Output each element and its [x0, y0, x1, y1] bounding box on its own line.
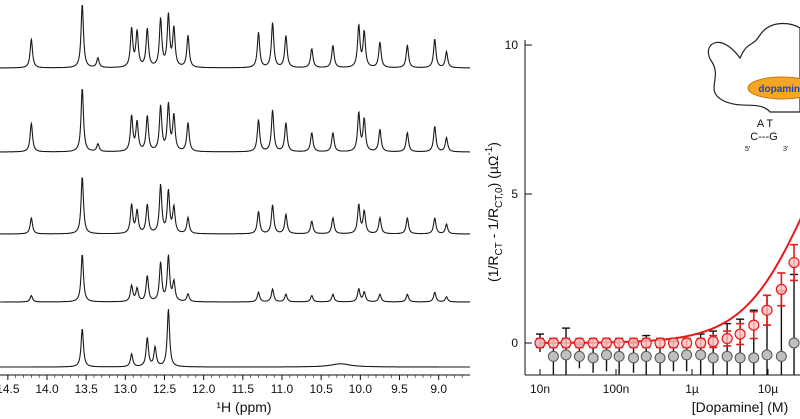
- binding-x-ticks: 10n100n1µ10µ1: [530, 369, 778, 396]
- red-data-point: [600, 337, 613, 349]
- nmr-tick-label: 14.5: [0, 382, 20, 396]
- red-data-point: [613, 337, 625, 349]
- aptamer-outline: [707, 23, 800, 113]
- nmr-tick-label: 11.5: [232, 382, 255, 396]
- red-data-point: [695, 337, 707, 349]
- nmr-tick-label: 10.5: [309, 382, 333, 396]
- red-data-point: [707, 335, 719, 348]
- red-data-point: [534, 337, 546, 349]
- nmr-spectrum-line: [0, 5, 470, 69]
- red-data-point: [721, 332, 733, 345]
- nmr-tick-label: 9.0: [430, 382, 447, 396]
- red-data-point: [640, 337, 652, 349]
- nmr-tick-label: 12.5: [153, 382, 177, 396]
- nmr-panel: 14.5 14.0 13.5 13.0 12.5 12.0 11.5 11.0 10.5 10.0…: [0, 5, 470, 415]
- grey-data-point: [695, 349, 707, 361]
- three-prime-label: 3': [783, 146, 788, 153]
- binding-y-ticks: 0 5 10: [505, 38, 532, 350]
- red-data-point: [667, 337, 680, 349]
- nmr-spectra: [0, 5, 470, 368]
- grey-data-point: [788, 337, 800, 349]
- red-data-point: [573, 337, 586, 349]
- binding-x-label: [Dopamine] (M): [692, 399, 788, 415]
- binding-x-tick-label: 1µ: [685, 382, 699, 396]
- red-data-point: [761, 304, 773, 316]
- base-pair-top: A T: [757, 118, 774, 130]
- nmr-x-label: ¹H (ppm): [216, 399, 271, 415]
- grey-data-point: [560, 349, 572, 361]
- grey-data-point: [640, 350, 652, 362]
- red-data-point: [748, 319, 760, 331]
- nmr-tick-label: 14.0: [35, 382, 59, 396]
- nmr-tick-label: 13.0: [114, 382, 138, 396]
- aptamer-schematic: dopamine A T C---G 5' 3': [707, 23, 800, 153]
- grey-data-point: [601, 349, 613, 361]
- grey-data-point: [681, 349, 693, 361]
- grey-data-point: [734, 352, 746, 364]
- binding-y-label: (1/RCT - 1/RCT,0) (µΩ-1): [484, 142, 505, 282]
- binding-y-tick-label: 0: [511, 336, 518, 350]
- nmr-spectrum-line: [0, 254, 470, 303]
- red-data-point: [560, 337, 572, 349]
- red-data-point: [627, 337, 640, 349]
- grey-data-point: [761, 349, 773, 361]
- nmr-ticks: 14.5 14.0 13.5 13.0 12.5 12.0 11.5 11.0 10.5 10.0…: [0, 375, 463, 396]
- grey-data-point: [573, 350, 585, 362]
- binding-x-tick-label: 10µ: [758, 382, 778, 396]
- base-pair-bottom: C---G: [750, 131, 778, 143]
- red-data-point: [654, 337, 666, 349]
- red-data-point: [547, 337, 559, 349]
- nmr-spectrum-line: [0, 177, 470, 235]
- red-data-point: [587, 337, 599, 349]
- nmr-tick-label: 9.5: [391, 382, 408, 396]
- nmr-tick-label: 13.5: [74, 382, 98, 396]
- grey-data-point: [667, 350, 679, 362]
- grey-data-point: [721, 350, 733, 362]
- grey-data-point: [748, 352, 760, 364]
- binding-marks: [534, 217, 800, 375]
- grey-data-point: [587, 352, 599, 364]
- grey-data-point: [707, 352, 719, 364]
- dopamine-ellipse: [747, 76, 800, 100]
- binding-y-tick-label: 5: [511, 187, 518, 201]
- five-prime-label: 5': [745, 146, 750, 153]
- red-data-point: [788, 256, 800, 269]
- red-data-point: [681, 337, 693, 349]
- binding-x-tick-label: 100n: [603, 382, 630, 396]
- nmr-tick-label: 10.0: [349, 382, 373, 396]
- grey-data-point: [547, 350, 559, 362]
- nmr-tick-label: 11.0: [271, 382, 294, 396]
- red-data-point: [734, 328, 746, 340]
- red-data-point: [775, 283, 787, 295]
- binding-y-tick-label: 10: [505, 38, 519, 52]
- nmr-tick-label: 12.0: [192, 382, 216, 396]
- grey-data-point: [775, 350, 787, 362]
- nmr-spectrum-line: [0, 309, 470, 368]
- grey-data-point: [654, 352, 666, 364]
- nmr-spectrum-line: [0, 89, 470, 153]
- grey-data-point: [628, 352, 640, 364]
- grey-data-point: [613, 350, 625, 362]
- dopamine-label: dopamine: [758, 84, 800, 95]
- binding-x-tick-label: 10n: [530, 382, 550, 396]
